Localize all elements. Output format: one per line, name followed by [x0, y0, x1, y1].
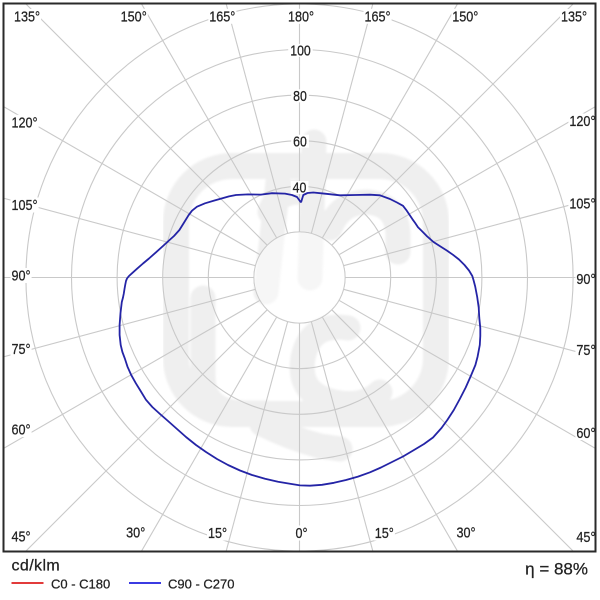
svg-text:C0 - C180: C0 - C180 — [51, 577, 110, 592]
svg-text:100: 100 — [290, 43, 311, 60]
svg-text:15°: 15° — [375, 525, 394, 542]
svg-text:60: 60 — [293, 133, 307, 150]
svg-text:135°: 135° — [14, 9, 40, 26]
svg-text:30°: 30° — [456, 525, 475, 542]
svg-text:cd/klm: cd/klm — [12, 558, 61, 575]
svg-text:0°: 0° — [296, 525, 308, 542]
svg-text:120°: 120° — [12, 115, 38, 132]
svg-text:C90 - C270: C90 - C270 — [168, 577, 234, 592]
svg-text:15°: 15° — [208, 525, 227, 542]
svg-text:45°: 45° — [12, 529, 31, 546]
svg-text:105°: 105° — [12, 197, 38, 214]
svg-text:150°: 150° — [121, 9, 147, 26]
svg-text:90°: 90° — [12, 268, 31, 285]
svg-text:75°: 75° — [576, 342, 595, 359]
svg-text:90°: 90° — [576, 271, 595, 288]
svg-text:150°: 150° — [452, 9, 478, 26]
svg-text:80: 80 — [293, 88, 307, 105]
svg-text:75°: 75° — [12, 341, 31, 358]
svg-text:60°: 60° — [576, 425, 595, 442]
svg-text:165°: 165° — [209, 9, 235, 26]
svg-text:60°: 60° — [12, 422, 31, 439]
svg-text:45°: 45° — [576, 529, 595, 546]
svg-text:120°: 120° — [569, 113, 595, 130]
svg-text:180°: 180° — [288, 9, 314, 26]
svg-text:105°: 105° — [569, 196, 595, 213]
svg-text:30°: 30° — [126, 525, 145, 542]
svg-text:135°: 135° — [561, 9, 587, 26]
svg-text:165°: 165° — [364, 9, 390, 26]
svg-text:40: 40 — [293, 180, 307, 197]
svg-text:η = 88%: η = 88% — [525, 560, 588, 579]
